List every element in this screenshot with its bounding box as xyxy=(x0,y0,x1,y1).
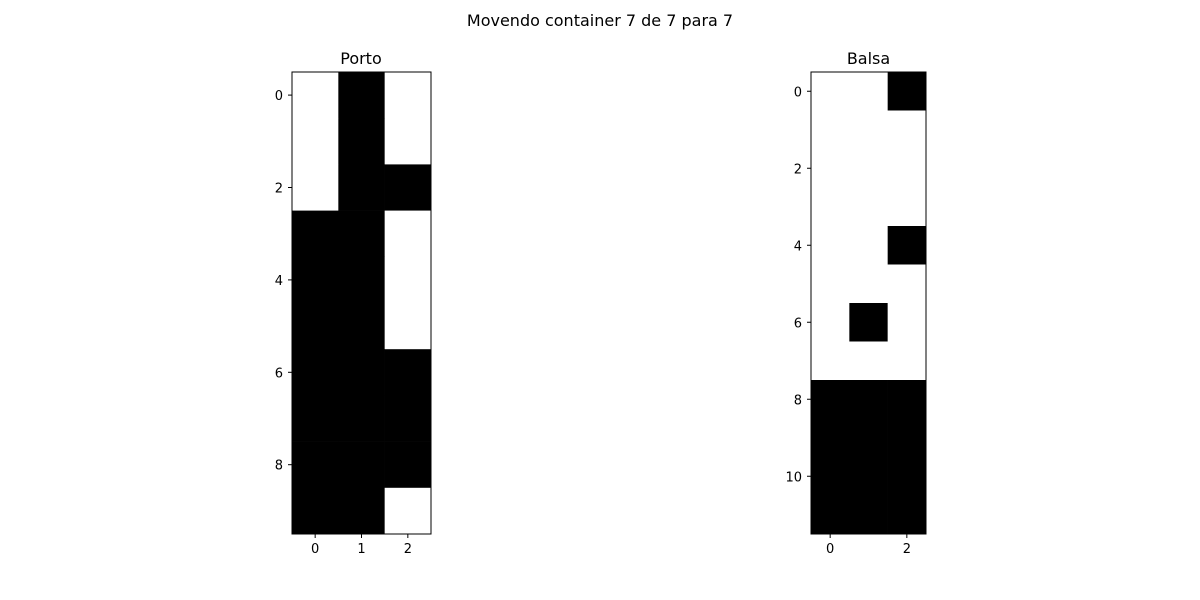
balsa-cell-r11-c1 xyxy=(849,495,888,535)
balsa-xtick-label: 0 xyxy=(826,542,834,557)
balsa-cell-r8-c1 xyxy=(849,380,888,419)
porto-ytick-label: 2 xyxy=(275,182,283,197)
balsa-panel: Balsa 0 2 0 2 4 6 8 10 xyxy=(785,49,927,557)
balsa-cell-r4-c2 xyxy=(887,226,927,265)
balsa-cell-r10-c2 xyxy=(887,457,927,496)
balsa-ytick-label: 4 xyxy=(794,239,802,254)
balsa-cell-r5-c0 xyxy=(811,264,850,304)
porto-cell-r2-c2 xyxy=(384,164,432,211)
porto-grid xyxy=(291,71,432,535)
porto-cell-r6-c1 xyxy=(338,349,385,396)
balsa-cell-r2-c2 xyxy=(887,149,927,188)
porto-ticks: 0 1 2 0 2 4 6 8 xyxy=(275,89,412,557)
porto-xtick-label: 2 xyxy=(404,542,412,557)
balsa-cell-r1-c2 xyxy=(887,110,927,150)
balsa-ytick-label: 0 xyxy=(794,85,802,100)
balsa-cell-r9-c2 xyxy=(887,418,927,458)
porto-cell-r0-c1 xyxy=(338,72,385,119)
balsa-cell-r0-c2 xyxy=(887,72,927,111)
balsa-cell-r4-c1 xyxy=(849,226,888,265)
balsa-cell-r5-c1 xyxy=(849,264,888,304)
balsa-cell-r3-c2 xyxy=(887,187,927,227)
porto-cell-r2-c1 xyxy=(338,164,385,211)
balsa-cell-r8-c0 xyxy=(811,380,850,419)
balsa-cell-r10-c0 xyxy=(811,457,850,496)
balsa-cell-r2-c0 xyxy=(811,149,850,188)
balsa-cell-r6-c1 xyxy=(849,303,888,342)
balsa-cell-r0-c1 xyxy=(849,72,888,111)
porto-title: Porto xyxy=(340,49,382,68)
porto-cell-r8-c2 xyxy=(384,441,432,489)
porto-cell-r3-c0 xyxy=(292,210,339,258)
porto-cell-r5-c2 xyxy=(384,303,432,350)
porto-cell-r2-c0 xyxy=(292,164,339,211)
balsa-frame xyxy=(810,71,927,535)
porto-cell-r7-c0 xyxy=(292,395,339,442)
balsa-cell-r1-c0 xyxy=(811,110,850,150)
balsa-cell-r7-c0 xyxy=(811,341,850,381)
porto-cell-r1-c2 xyxy=(384,118,432,165)
porto-cell-r8-c1 xyxy=(338,441,385,489)
porto-cell-r6-c0 xyxy=(292,349,339,396)
porto-ytick-label: 6 xyxy=(275,366,283,381)
porto-cell-r0-c0 xyxy=(292,72,339,119)
porto-cell-r1-c0 xyxy=(292,118,339,165)
balsa-cell-r6-c2 xyxy=(887,303,927,342)
balsa-cell-r1-c1 xyxy=(849,110,888,150)
balsa-ytick-label: 8 xyxy=(794,393,802,408)
balsa-ytick-label: 6 xyxy=(794,316,802,331)
porto-cell-r5-c0 xyxy=(292,303,339,350)
balsa-cell-r7-c1 xyxy=(849,341,888,381)
porto-cell-r1-c1 xyxy=(338,118,385,165)
porto-cell-r3-c1 xyxy=(338,210,385,258)
balsa-cell-r4-c0 xyxy=(811,226,850,265)
balsa-cell-r5-c2 xyxy=(887,264,927,304)
balsa-cell-r11-c0 xyxy=(811,495,850,535)
porto-panel: Porto 0 1 2 0 2 4 6 8 xyxy=(275,49,432,557)
balsa-ytick-label: 2 xyxy=(794,162,802,177)
balsa-ytick-label: 10 xyxy=(785,470,802,485)
balsa-cell-r8-c2 xyxy=(887,380,927,419)
porto-cell-r7-c1 xyxy=(338,395,385,442)
balsa-cell-r9-c0 xyxy=(811,418,850,458)
porto-cell-r9-c0 xyxy=(292,487,339,535)
balsa-cell-r3-c1 xyxy=(849,187,888,227)
balsa-cell-r6-c0 xyxy=(811,303,850,342)
balsa-cell-r3-c0 xyxy=(811,187,850,227)
balsa-title: Balsa xyxy=(847,49,890,68)
balsa-cell-r9-c1 xyxy=(849,418,888,458)
porto-cell-r4-c1 xyxy=(338,256,385,304)
porto-cell-r9-c2 xyxy=(384,487,432,535)
porto-ytick-label: 8 xyxy=(275,459,283,474)
porto-cell-r6-c2 xyxy=(384,349,432,396)
porto-cell-r3-c2 xyxy=(384,210,432,258)
porto-cell-r5-c1 xyxy=(338,303,385,350)
balsa-cell-r10-c1 xyxy=(849,457,888,496)
figure-suptitle: Movendo container 7 de 7 para 7 xyxy=(467,11,733,30)
porto-xtick-label: 1 xyxy=(357,542,365,557)
balsa-grid xyxy=(810,71,927,535)
balsa-cell-r11-c2 xyxy=(887,495,927,535)
balsa-xtick-label: 2 xyxy=(903,542,911,557)
porto-cell-r4-c0 xyxy=(292,256,339,304)
balsa-cell-r0-c0 xyxy=(811,72,850,111)
porto-cell-r4-c2 xyxy=(384,256,432,304)
balsa-cell-r2-c1 xyxy=(849,149,888,188)
porto-xtick-label: 0 xyxy=(311,542,319,557)
porto-cell-r7-c2 xyxy=(384,395,432,442)
porto-ytick-label: 0 xyxy=(275,89,283,104)
porto-cell-r0-c2 xyxy=(384,72,432,119)
porto-ytick-label: 4 xyxy=(275,274,283,289)
porto-cell-r9-c1 xyxy=(338,487,385,535)
balsa-ticks: 0 2 0 2 4 6 8 10 xyxy=(785,85,911,557)
porto-cell-r8-c0 xyxy=(292,441,339,489)
balsa-cell-r7-c2 xyxy=(887,341,927,381)
